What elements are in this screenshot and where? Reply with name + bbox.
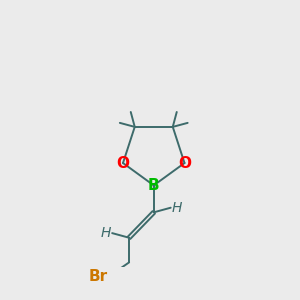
Text: O: O: [116, 155, 130, 170]
Text: O: O: [178, 155, 191, 170]
Text: H: H: [172, 201, 182, 215]
Text: H: H: [101, 226, 111, 240]
Text: Br: Br: [88, 269, 108, 284]
Text: B: B: [148, 178, 160, 193]
